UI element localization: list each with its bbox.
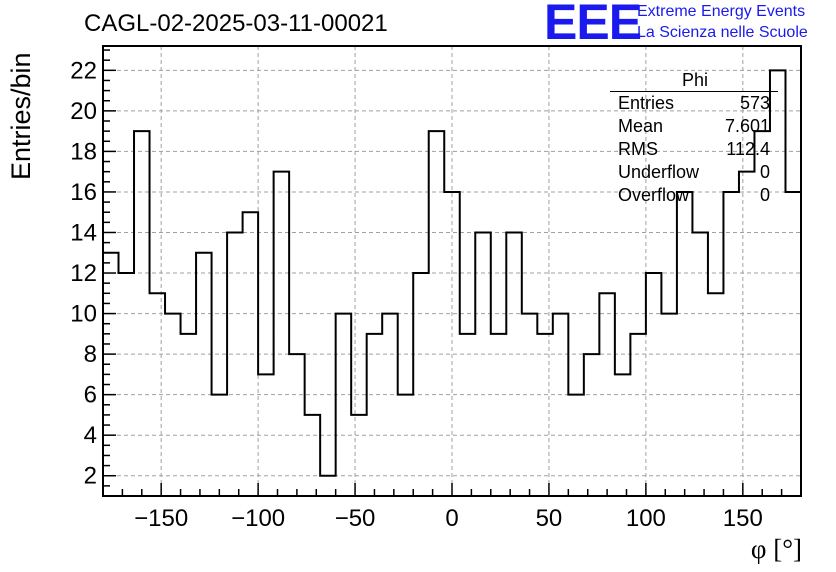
histogram-bin bbox=[568, 395, 584, 496]
histogram-bin bbox=[305, 415, 321, 496]
histogram-bin bbox=[382, 314, 398, 496]
chart-title: CAGL-02-2025-03-11-00021 bbox=[84, 10, 388, 37]
histogram-bin bbox=[785, 192, 801, 496]
histogram-bin bbox=[630, 334, 646, 496]
tick-labels: −150 −100 −50 0 50 100 150 2 4 6 8 10 12 14 16 18 20 22 bbox=[70, 57, 763, 532]
histogram-bin bbox=[413, 273, 429, 496]
histogram-bin bbox=[692, 232, 708, 496]
x-tick-label: −150 bbox=[134, 505, 188, 532]
histogram-bin bbox=[320, 476, 336, 496]
logo-line-2: La Scienza nelle Scuole bbox=[637, 24, 808, 41]
logo-line-1: Extreme Energy Events bbox=[637, 3, 806, 20]
histogram-outline bbox=[103, 69, 801, 477]
histogram-bin bbox=[460, 334, 476, 496]
histogram-bin bbox=[165, 314, 181, 496]
y-tick-label: 14 bbox=[70, 219, 97, 246]
y-tick-label: 10 bbox=[70, 301, 97, 328]
stats-row-underflow: Underflow 0 bbox=[610, 161, 770, 183]
x-tick-label: 50 bbox=[536, 505, 563, 532]
histogram-bin bbox=[367, 334, 383, 496]
stats-row-mean: Mean 7.601 bbox=[610, 115, 770, 137]
histogram-bin bbox=[336, 314, 352, 496]
x-axis-label: φ [°] bbox=[750, 534, 802, 564]
histogram-bin bbox=[491, 334, 507, 496]
stats-row-overflow: Overflow 0 bbox=[610, 184, 770, 206]
y-tick-label: 6 bbox=[84, 382, 97, 409]
axis-ticks bbox=[103, 49, 783, 496]
stats-key: RMS bbox=[618, 139, 658, 159]
stats-key: Overflow bbox=[618, 185, 690, 205]
stats-title: Phi bbox=[681, 70, 708, 90]
histogram-bin bbox=[289, 354, 305, 496]
y-tick-label: 22 bbox=[70, 57, 97, 84]
x-tick-label: 0 bbox=[445, 505, 458, 532]
stats-key: Entries bbox=[618, 93, 675, 113]
histogram-bin bbox=[739, 172, 755, 496]
histogram-bin bbox=[522, 314, 538, 496]
histogram-bin bbox=[212, 395, 228, 496]
logo-letters: EEE bbox=[544, 0, 642, 50]
stats-divider bbox=[610, 91, 778, 92]
histogram-bin bbox=[196, 253, 212, 496]
y-tick-label: 8 bbox=[84, 341, 97, 368]
histogram-bin bbox=[398, 395, 414, 496]
y-tick-label: 12 bbox=[70, 260, 97, 287]
histogram-bin bbox=[506, 232, 522, 496]
histogram-bin bbox=[661, 314, 677, 496]
y-tick-label: 4 bbox=[84, 422, 97, 449]
y-axis-label-wrap: Entries/bin bbox=[6, 52, 38, 190]
x-tick-label: −50 bbox=[335, 505, 376, 532]
histogram-bin bbox=[227, 232, 243, 496]
grid-lines bbox=[103, 46, 801, 496]
histogram-bin bbox=[274, 172, 290, 496]
y-axis-label: Entries/bin bbox=[6, 52, 36, 180]
x-tick-label: 150 bbox=[723, 505, 763, 532]
stats-key: Underflow bbox=[618, 162, 700, 182]
histogram-bin bbox=[677, 192, 693, 496]
eee-logo: EEE Extreme Energy Events La Scienza nel… bbox=[540, 0, 836, 50]
stats-value: 0 bbox=[759, 185, 770, 205]
stats-box: Phi Entries 573 Mean 7.601 RMS 112.4 Und… bbox=[610, 68, 780, 208]
x-tick-label: 100 bbox=[626, 505, 666, 532]
histogram-bin bbox=[584, 354, 600, 496]
stats-row-entries: Entries 573 bbox=[610, 92, 770, 114]
y-tick-label: 2 bbox=[84, 463, 97, 490]
x-tick-label: −100 bbox=[231, 505, 285, 532]
histogram-bin bbox=[723, 192, 739, 496]
histogram-bin bbox=[475, 232, 491, 496]
y-tick-label: 16 bbox=[70, 179, 97, 206]
histogram-bin bbox=[351, 415, 367, 496]
histogram-bin bbox=[119, 273, 135, 496]
stats-value: 0 bbox=[759, 162, 770, 182]
stats-value: 573 bbox=[739, 93, 770, 113]
stats-value: 7.601 bbox=[724, 116, 770, 136]
histogram-bin bbox=[553, 314, 569, 496]
histogram-bin bbox=[537, 334, 553, 496]
stats-value: 112.4 bbox=[726, 139, 770, 159]
histogram-bin bbox=[181, 334, 197, 496]
stats-row-rms: RMS 112.4 bbox=[610, 138, 770, 160]
y-tick-label: 18 bbox=[70, 138, 97, 165]
histogram-bin bbox=[646, 273, 662, 496]
stats-key: Mean bbox=[618, 116, 664, 136]
y-tick-label: 20 bbox=[70, 98, 97, 125]
